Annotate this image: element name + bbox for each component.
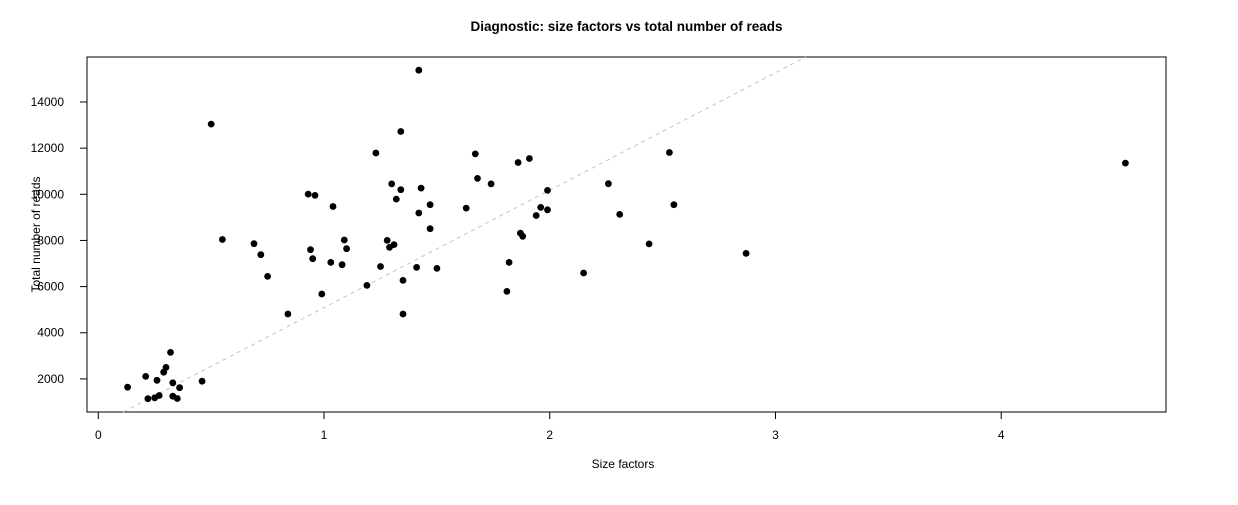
y-tick-label: 6000 [37, 280, 64, 294]
x-tick-label: 3 [772, 428, 779, 442]
data-point [284, 310, 292, 318]
data-point [645, 240, 653, 248]
data-point [670, 201, 678, 209]
data-point [304, 190, 312, 198]
data-point [487, 180, 495, 188]
data-point [363, 282, 371, 289]
y-tick-label: 4000 [37, 326, 64, 340]
data-point [307, 246, 314, 254]
data-point [155, 392, 163, 399]
data-point [309, 255, 317, 263]
data-point [343, 245, 350, 253]
data-point [388, 180, 396, 188]
data-point [426, 201, 434, 209]
data-point [397, 186, 405, 194]
x-tick-label: 1 [321, 428, 328, 442]
data-point [413, 264, 420, 271]
data-point [264, 273, 271, 280]
data-point [433, 265, 441, 272]
data-point [198, 377, 206, 385]
data-point [519, 232, 527, 240]
data-point [327, 259, 335, 266]
data-point [415, 209, 423, 217]
data-point [399, 310, 407, 318]
data-point [616, 211, 624, 218]
data-point [250, 240, 258, 248]
data-point [462, 204, 470, 212]
data-point [503, 288, 511, 295]
data-point [162, 364, 170, 371]
y-tick-label: 8000 [37, 233, 64, 247]
y-tick-label: 10000 [31, 187, 65, 201]
data-point [173, 395, 181, 402]
data-point [383, 237, 391, 244]
data-point [544, 206, 551, 214]
data-point [169, 379, 177, 387]
data-point [742, 250, 750, 257]
reference-dashed-line [123, 56, 806, 413]
data-point [311, 192, 319, 199]
y-tick-label: 12000 [31, 141, 65, 155]
data-point [399, 277, 407, 284]
plot-title: Diagnostic: size factors vs total number… [470, 19, 782, 34]
data-point [340, 236, 348, 244]
data-point [372, 149, 380, 157]
data-point [329, 203, 337, 210]
data-point [219, 236, 226, 243]
data-point [537, 204, 545, 211]
x-axis-label: Size factors [592, 457, 655, 471]
y-axis: 2000 4000 6000 8000 10000 12000 14000 [31, 95, 87, 386]
data-point [474, 175, 481, 182]
x-tick-label: 2 [546, 428, 553, 442]
data-point [153, 376, 161, 384]
data-point [415, 66, 423, 74]
data-point [417, 184, 425, 192]
data-point [207, 120, 215, 128]
data-point [318, 290, 326, 298]
data-point [167, 349, 174, 356]
data-point [386, 244, 393, 251]
data-point [505, 259, 513, 266]
data-point [526, 155, 533, 162]
data-point [257, 251, 265, 259]
data-point [426, 225, 434, 233]
x-axis: 0 1 2 3 4 [95, 412, 1005, 442]
data-point [392, 195, 400, 203]
data-point [338, 261, 346, 269]
data-point [532, 212, 540, 219]
data-point [124, 383, 131, 391]
plot-box [86, 56, 1167, 413]
data-point [397, 128, 405, 135]
x-tick-label: 4 [998, 428, 1005, 442]
y-tick-label: 14000 [31, 95, 65, 109]
y-tick-label: 2000 [37, 372, 64, 386]
data-point [514, 159, 522, 166]
y-axis-label: Total number of reads [29, 176, 43, 292]
data-point [176, 384, 184, 392]
data-point [605, 180, 612, 188]
data-point [142, 373, 150, 380]
data-points [124, 66, 1129, 403]
data-point [666, 149, 673, 156]
data-point [580, 269, 587, 277]
data-point [144, 395, 152, 403]
x-tick-label: 0 [95, 428, 102, 442]
data-point [471, 150, 479, 158]
data-point [544, 187, 551, 194]
data-point [1122, 159, 1129, 167]
data-point [377, 263, 384, 270]
